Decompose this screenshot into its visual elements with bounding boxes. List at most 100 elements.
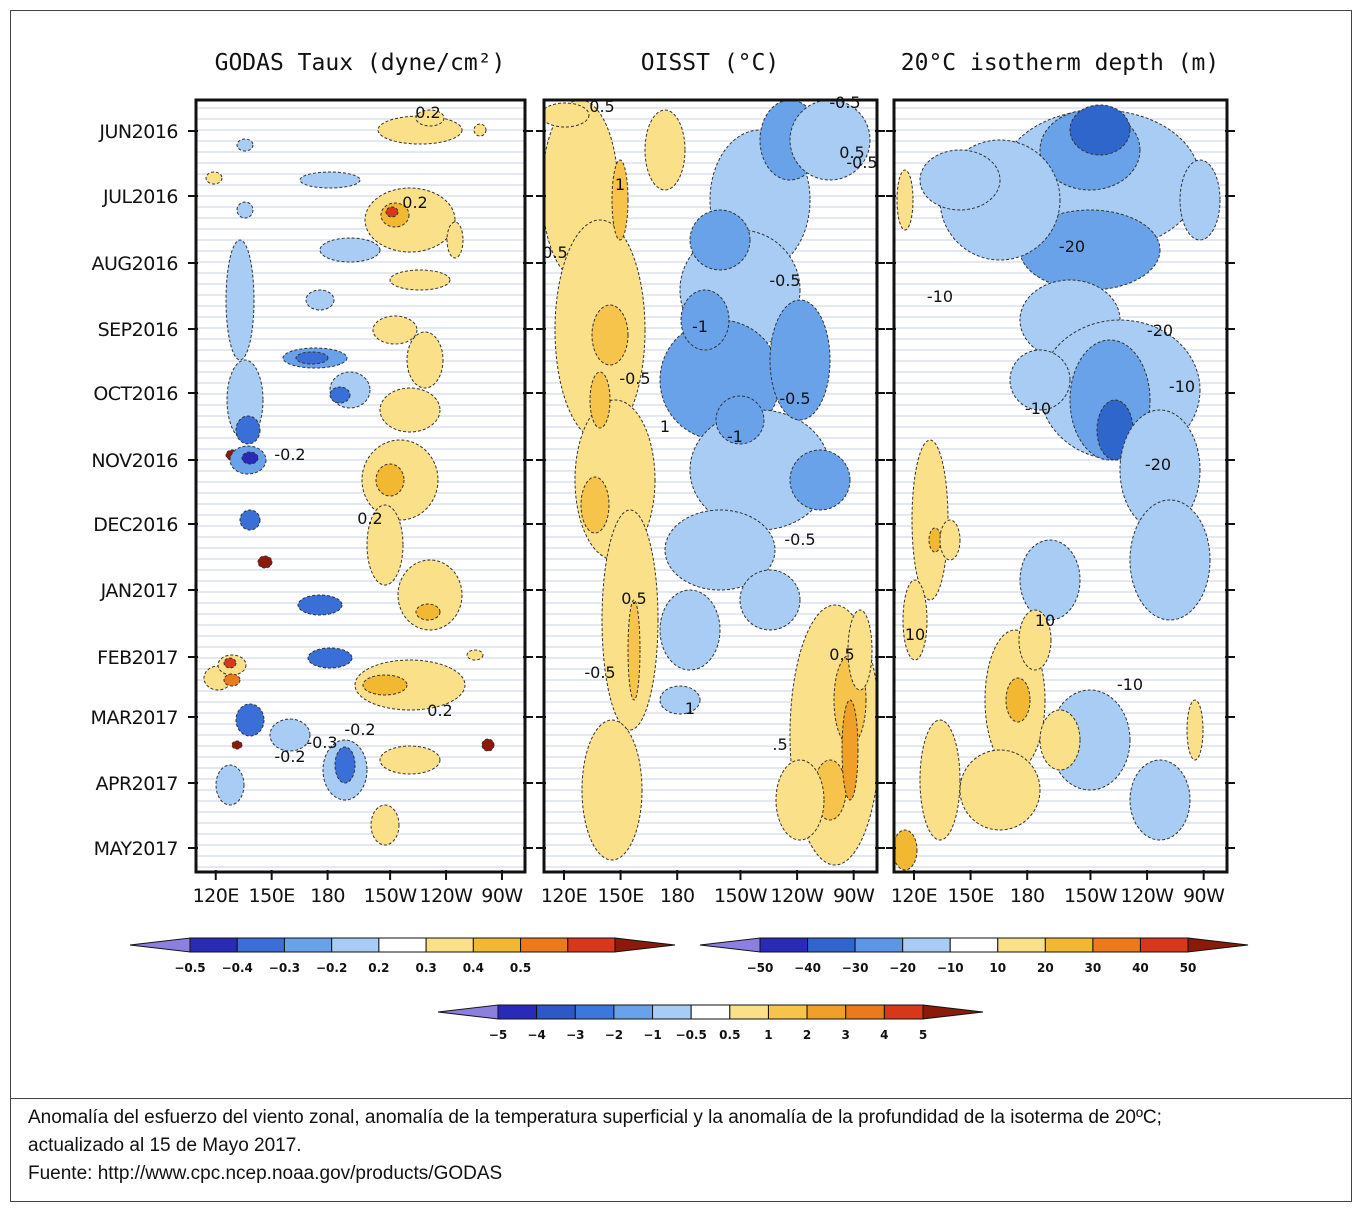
anomaly-region: [334, 746, 356, 784]
caption-line-1: Anomalía del esfuerzo del viento zonal, …: [28, 1107, 1162, 1128]
lon-tick-label: 120E: [193, 885, 239, 907]
anomaly-region: [305, 289, 335, 311]
anomaly-region: [959, 749, 1041, 831]
anomaly-region: [406, 331, 444, 389]
lon-tick-label: 90W: [1183, 885, 1225, 907]
anomaly-region: [739, 569, 801, 631]
contour-label: -20: [1059, 237, 1085, 256]
colorbar-label: −4: [527, 1028, 545, 1042]
anomaly-region: [215, 764, 245, 806]
anomaly-region: [1129, 499, 1211, 621]
anomaly-region: [297, 594, 343, 616]
anomaly-region: [241, 451, 259, 465]
panel-3: 20°C isotherm depth (m) 120E 150E 180 150W 12…: [886, 50, 1235, 907]
lon-tick-label: 90W: [833, 885, 875, 907]
colorbar-label: 5: [919, 1028, 927, 1042]
contour-label: -1: [692, 317, 708, 336]
anomaly-region: [473, 123, 487, 137]
anomaly-region: [329, 386, 351, 404]
colorbar-segment: [425, 937, 474, 953]
anomaly-region: [415, 109, 445, 127]
contour-label: 0.2: [357, 509, 382, 528]
anomaly-region: [223, 657, 237, 669]
contour-label: -0.5: [584, 663, 615, 682]
colorbar-label: 0.5: [510, 961, 531, 975]
colorbar-segment: [883, 1004, 924, 1020]
anomaly-region: [928, 527, 942, 553]
anomaly-region: [689, 209, 751, 271]
lon-tick-label: 150E: [249, 885, 295, 907]
colorbar-label: −0.3: [269, 961, 300, 975]
colorbar-max-triangle: [922, 1004, 984, 1020]
anomaly-region: [789, 100, 871, 181]
colorbar-label: −3: [566, 1028, 584, 1042]
anomaly-region: [581, 719, 643, 861]
anomaly-region: [415, 603, 441, 621]
colorbar-segment: [497, 1004, 538, 1020]
anomaly-region: [580, 476, 610, 534]
contour-label: -0.3: [306, 733, 337, 752]
contour-label: 1: [615, 175, 625, 194]
contour-label: -0.5: [769, 271, 800, 290]
lon-tick-label: 120W: [420, 885, 474, 907]
anomaly-region: [589, 371, 611, 429]
anomaly-region: [299, 171, 361, 189]
anomaly-region: [205, 171, 223, 185]
anomaly-region: [319, 237, 381, 263]
contour-label: 0.2: [415, 103, 440, 122]
month-tick-label: JUL2016: [102, 186, 178, 208]
anomaly-field: [544, 100, 877, 866]
colorbar-segment: [236, 937, 285, 953]
colorbar-segment: [949, 937, 999, 953]
colorbar-min-triangle: [129, 937, 191, 953]
colorbar-max-triangle: [1187, 937, 1249, 953]
anomaly-region: [894, 829, 918, 871]
colorbar-segment: [1044, 937, 1094, 953]
colorbar-label: −2: [605, 1028, 623, 1042]
panel-1-contour-labels: 0.20.2-0.20.2-0.3-0.2-0.20.2: [274, 103, 452, 766]
colorbar-label: 40: [1132, 961, 1149, 975]
colorbar-label: −0.5: [676, 1028, 707, 1042]
anomaly-region: [902, 579, 928, 661]
colorbar-segment: [378, 937, 427, 953]
lon-tick-label: 150W: [714, 885, 768, 907]
anomaly-region: [1129, 759, 1191, 841]
colorbar-segment: [283, 937, 333, 953]
anomaly-region: [939, 519, 961, 561]
colorbar-label: −0.5: [174, 961, 205, 975]
lon-tick-label: 120W: [771, 885, 825, 907]
colorbar-segment: [854, 937, 904, 953]
anomaly-region: [1069, 104, 1131, 156]
anomaly-region: [841, 699, 859, 801]
anomaly-region: [481, 738, 495, 752]
anomaly-region: [235, 703, 265, 737]
panel-3-contour-labels: -20 -10 -20 -10 -10 -20 10 10 -10: [905, 237, 1195, 694]
anomaly-region: [389, 269, 451, 291]
anomaly-region: [919, 149, 1001, 211]
anomaly-region: [715, 395, 765, 445]
colorbar-label: 0.3: [415, 961, 436, 975]
contour-label: 1: [660, 417, 670, 436]
contour-label: 10: [905, 625, 925, 644]
anomaly-region: [269, 718, 311, 752]
anomaly-region: [911, 439, 949, 601]
colorbar-label: −20: [889, 961, 916, 975]
caption-separator: [10, 1098, 1352, 1099]
contour-label: -10: [1169, 377, 1195, 396]
lon-tick-label: 180: [310, 885, 345, 907]
colorbar-segment: [189, 937, 238, 953]
anomaly-region: [611, 159, 629, 241]
month-tick-label: NOV2016: [91, 450, 178, 472]
lon-tick-label: 150W: [1064, 885, 1118, 907]
contour-label: 0.5: [589, 97, 614, 116]
contour-label: -0.5: [619, 369, 650, 388]
panel-frame: [542, 98, 879, 874]
lon-tick-label: 180: [660, 885, 695, 907]
contour-label: -10: [1025, 399, 1051, 418]
anomaly-region: [644, 109, 686, 191]
lon-tick-label: 150E: [947, 885, 993, 907]
month-tick-label: MAR2017: [91, 707, 178, 729]
anomaly-region: [239, 509, 261, 531]
anomaly-region: [397, 559, 463, 631]
contour-label: -1: [727, 427, 743, 446]
